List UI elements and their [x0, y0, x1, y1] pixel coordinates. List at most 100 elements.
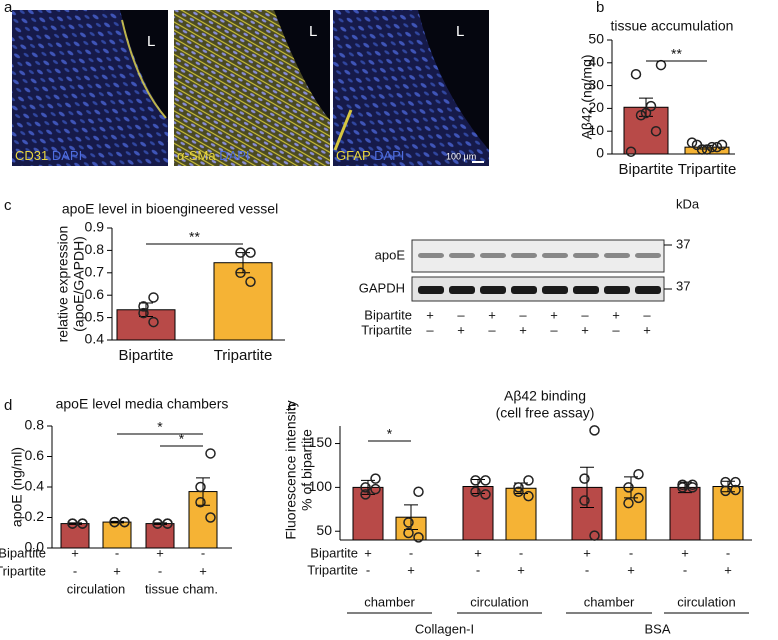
panel-label: d	[4, 397, 12, 414]
y-tick-label: 0.9	[85, 219, 105, 235]
condition-mark: +	[426, 307, 434, 322]
band	[542, 253, 568, 258]
data-point	[579, 473, 590, 484]
chart: Aβ42 binding(cell free assay) Fluorescenc…	[283, 388, 752, 636]
data-point	[630, 68, 642, 80]
data-point	[360, 482, 371, 493]
data-point	[720, 485, 731, 497]
panel-label: c	[4, 197, 12, 214]
data-point	[650, 125, 662, 137]
data-point	[480, 489, 491, 500]
data-point	[633, 492, 644, 504]
band	[604, 286, 630, 294]
data-point	[687, 482, 698, 493]
condition-mark: +	[156, 545, 164, 560]
y-tick-label: 150	[309, 434, 333, 450]
condition-mark: +	[581, 322, 589, 337]
data-point	[205, 448, 216, 459]
band	[573, 253, 599, 258]
data-point	[370, 473, 381, 484]
significance-label: *	[179, 431, 185, 447]
data-point	[470, 486, 481, 498]
significance-label: **	[671, 46, 682, 62]
lumen-label: L	[147, 33, 155, 50]
y-tick-label: 30	[588, 76, 604, 92]
group-label: circulation	[677, 594, 736, 609]
bar	[462, 486, 494, 541]
data-point	[720, 476, 731, 488]
data-point	[470, 475, 481, 486]
data-point	[138, 301, 149, 312]
data-point	[706, 141, 718, 153]
data-point	[413, 486, 424, 498]
condition-label: Bipartite	[364, 307, 412, 322]
y-tick-label: 0.8	[25, 417, 45, 433]
stain-label: α-SMa DAPI	[177, 148, 250, 163]
data-point	[205, 512, 216, 523]
group-label: circulation	[67, 581, 126, 596]
lumen-label: L	[309, 23, 317, 40]
x-tick-label: Bipartite	[618, 161, 673, 178]
chart-title: Aβ42 binding	[504, 388, 586, 404]
condition-mark: +	[407, 562, 415, 577]
data-point	[403, 527, 414, 539]
data-point	[195, 497, 206, 508]
data-point	[655, 59, 667, 71]
condition-mark: -	[409, 545, 413, 560]
error-bar	[110, 520, 124, 524]
y-axis-label: % of bipartite	[299, 429, 315, 511]
condition-mark: -	[158, 563, 162, 578]
y-tick-label: 0.5	[85, 308, 105, 324]
condition-mark: +	[550, 307, 558, 322]
significance-label: *	[157, 419, 163, 435]
chart-title: tissue accumulation	[611, 18, 734, 34]
condition-mark: –	[426, 322, 434, 337]
stain-name: GFAP	[336, 148, 370, 163]
data-point	[711, 141, 723, 153]
data-point	[513, 482, 524, 493]
counter-stain: DAPI	[52, 148, 82, 163]
condition-mark: –	[488, 322, 496, 337]
condition-mark: –	[550, 322, 558, 337]
data-point	[138, 307, 149, 319]
condition-label: Bipartite	[0, 545, 46, 560]
condition-mark: +	[71, 545, 79, 560]
panel-label: b	[596, 0, 604, 16]
scale-bar-label: 100 µm	[446, 151, 476, 161]
data-point	[109, 516, 120, 528]
data-point	[235, 267, 246, 279]
chart: apoE level in bioengineered vessel relati…	[55, 201, 285, 364]
data-point	[195, 481, 206, 493]
data-point	[589, 530, 600, 541]
band	[635, 253, 661, 258]
supergroup-label: BSA	[644, 621, 670, 636]
band	[480, 253, 506, 258]
lumen	[418, 10, 489, 150]
micrographs: L CD31 DAPI Lα-SMa DAPI L GFAP DAPI 100 µm	[12, 10, 489, 166]
y-axis-label: (apoE/GAPDH)	[71, 236, 87, 332]
y-tick-label: 50	[316, 522, 332, 538]
row-label: apoE	[375, 247, 406, 262]
row-label: GAPDH	[359, 280, 405, 295]
data-point	[162, 518, 173, 529]
data-point	[245, 276, 256, 288]
chart-title: apoE level media chambers	[56, 396, 229, 412]
stain-label: CD31 DAPI	[15, 148, 82, 163]
data-point	[686, 137, 698, 148]
data-point	[119, 516, 130, 528]
condition-mark: +	[681, 545, 689, 560]
group-label: chamber	[364, 594, 415, 609]
data-point	[645, 100, 657, 112]
error-bar	[153, 522, 167, 525]
supergroup-label: Collagen-I	[415, 621, 474, 636]
data-point	[635, 109, 647, 121]
condition-mark: +	[488, 307, 496, 322]
data-point	[523, 490, 534, 502]
data-point	[730, 484, 741, 496]
chart: tissue accumulation Aβ42 (ng/mg)0 10 20 30 40…	[579, 18, 737, 178]
y-tick-label: 0.6	[85, 286, 105, 302]
lumen-label: L	[456, 23, 464, 40]
band	[449, 286, 475, 294]
y-tick-label: 0.6	[25, 447, 45, 463]
